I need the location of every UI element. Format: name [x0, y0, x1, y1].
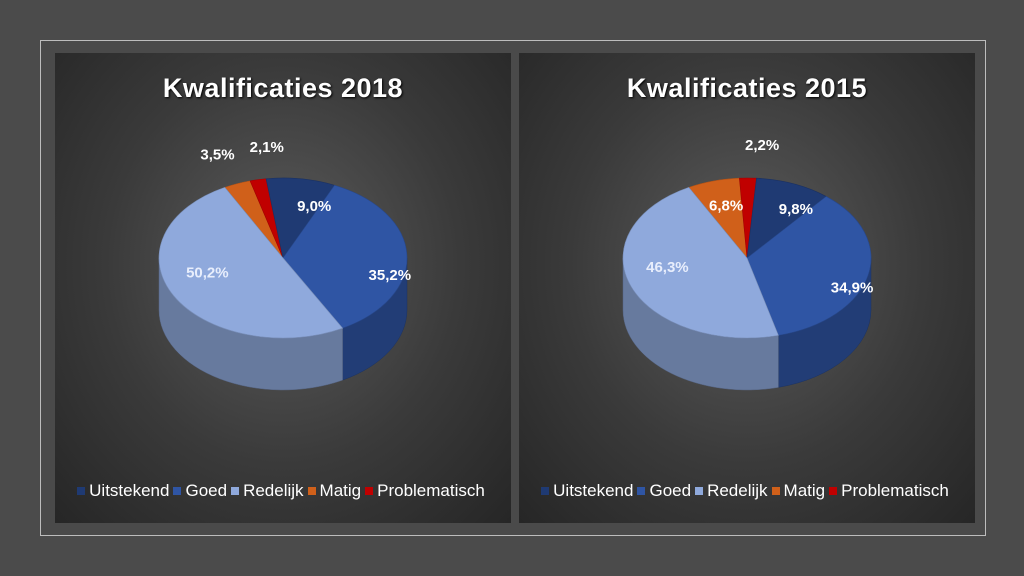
- data-label-redelijk: 50,2%: [186, 265, 229, 282]
- legend-label: Goed: [649, 481, 692, 500]
- legend-swatch: [173, 487, 182, 495]
- legend-item-uitstekend: Uitstekend: [541, 481, 633, 501]
- chart-panel-2015: Kwalificaties 2015 6,8% 2,2% 9,8% 34,9% 46,3…: [519, 53, 975, 523]
- legend-item-goed: Goed: [637, 481, 691, 501]
- legend-label: Problematisch: [841, 481, 949, 500]
- legend-item-redelijk: Redelijk: [231, 481, 304, 501]
- legend-item-goed: Goed: [173, 481, 227, 501]
- data-label-uitstekend: 9,8%: [779, 201, 813, 218]
- data-label-problematisch: 2,2%: [745, 137, 779, 154]
- data-label-redelijk: 46,3%: [646, 259, 689, 276]
- pie-slice-redelijk: [622, 187, 779, 339]
- legend-swatch: [637, 487, 646, 495]
- legend-item-problematisch: Problematisch: [829, 481, 949, 501]
- legend-swatch: [307, 487, 316, 495]
- pie-slice-goed: [746, 196, 872, 336]
- legend-swatch: [829, 487, 838, 495]
- chart-panel-2018: Kwalificaties 2018 3,5% 2,1% 9,0% 35,2% 50,2…: [55, 53, 511, 523]
- pie-slice-uitstekend: [746, 177, 827, 259]
- data-label-uitstekend: 9,0%: [297, 198, 331, 215]
- legend-swatch: [77, 487, 86, 495]
- legend-item-matig: Matig: [771, 481, 826, 501]
- legend-item-matig: Matig: [307, 481, 362, 501]
- legend-swatch: [771, 487, 780, 495]
- legend-item-problematisch: Problematisch: [365, 481, 485, 501]
- pie-chart-2018: 3,5% 2,1% 9,0% 35,2% 50,2%: [158, 139, 412, 391]
- legend-label: Matig: [319, 481, 362, 500]
- legend-item-redelijk: Redelijk: [695, 481, 768, 501]
- legend-label: Uitstekend: [553, 481, 634, 500]
- pie-chart-2015: 6,8% 2,2% 9,8% 34,9% 46,3%: [622, 137, 874, 391]
- screenshot-frame: Kwalificaties 2018 3,5% 2,1% 9,0% 35,2% 50,2…: [40, 40, 986, 536]
- pie-slice-goed: [282, 184, 408, 329]
- chart-title: Kwalificaties 2018: [162, 73, 404, 103]
- legend-label: Redelijk: [707, 481, 768, 500]
- legend-item-uitstekend: Uitstekend: [77, 481, 169, 501]
- legend-label: Matig: [783, 481, 826, 500]
- pie-slice-redelijk: [158, 187, 344, 339]
- data-label-matig: 6,8%: [709, 197, 743, 214]
- legend-swatch: [231, 487, 240, 495]
- legend-label: Uitstekend: [89, 481, 170, 500]
- legend-label: Problematisch: [377, 481, 485, 500]
- chart-title: Kwalificaties 2015: [626, 73, 868, 103]
- chart-legend: Uitstekend Goed Redelijk Matig Problematisch: [55, 481, 511, 501]
- data-label-goed: 35,2%: [369, 267, 412, 284]
- legend-swatch: [695, 487, 704, 495]
- data-label-goed: 34,9%: [831, 280, 874, 297]
- data-label-problematisch: 2,1%: [250, 139, 284, 156]
- chart-legend: Uitstekend Goed Redelijk Matig Problematisch: [519, 481, 975, 501]
- legend-swatch: [541, 487, 550, 495]
- legend-label: Redelijk: [243, 481, 304, 500]
- legend-swatch: [365, 487, 374, 495]
- legend-label: Goed: [185, 481, 228, 500]
- data-label-matig: 3,5%: [200, 147, 234, 164]
